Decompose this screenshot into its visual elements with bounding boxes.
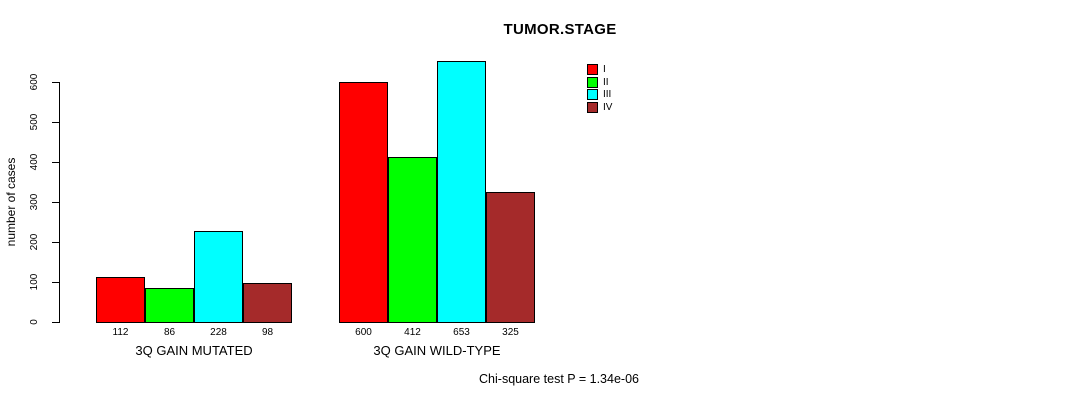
legend-swatch-icon (587, 89, 598, 101)
bar-III-mutated (194, 230, 243, 323)
y-tick-label: 500 (29, 113, 40, 131)
y-tick-mark (52, 122, 60, 123)
y-tick-label: 400 (29, 153, 40, 171)
legend-entry-II: II (587, 76, 609, 88)
legend-swatch-icon (587, 102, 598, 114)
legend-label: I (603, 64, 606, 75)
bar-value-label: 600 (355, 327, 372, 338)
y-tick-mark (52, 202, 60, 203)
y-axis-label: number of cases (4, 157, 18, 247)
bar-II-mutated (145, 287, 194, 323)
y-tick-label: 300 (29, 193, 40, 211)
y-tick-mark (52, 322, 60, 323)
bar-II-wild-type (388, 157, 437, 323)
bar-IV-wild-type (486, 192, 535, 323)
y-tick-mark (52, 162, 60, 163)
legend-entry-IV: IV (587, 102, 613, 114)
bar-value-label: 86 (163, 327, 176, 338)
bar-IV-mutated (243, 282, 292, 323)
bar-I-mutated (96, 277, 145, 323)
y-tick-mark (52, 242, 60, 243)
legend-label: III (603, 89, 612, 101)
bar-III-wild-type (437, 60, 486, 323)
category-label-mutated: 3Q GAIN MUTATED (135, 343, 253, 358)
y-tick-mark (52, 282, 60, 283)
legend-label: IV (603, 102, 613, 114)
y-tick-label: 200 (29, 233, 40, 251)
bar-value-label: 412 (404, 327, 421, 338)
legend-label: II (603, 76, 609, 88)
chart-title: TUMOR.STAGE (503, 21, 617, 38)
legend-entry-I: I (587, 64, 606, 75)
y-tick-label: 600 (29, 73, 40, 91)
bar-value-label: 98 (261, 327, 274, 338)
y-tick-mark (52, 82, 60, 83)
bar-value-label: 228 (210, 327, 227, 338)
bar-value-label: 653 (453, 327, 470, 338)
legend-swatch-icon (587, 76, 598, 88)
bar-value-label: 112 (112, 327, 129, 338)
bar-value-label: 325 (502, 327, 519, 338)
legend-swatch-icon (587, 64, 598, 75)
y-tick-label: 0 (29, 319, 40, 325)
bar-I-wild-type (339, 82, 388, 323)
chi-square-annotation: Chi-square test P = 1.34e-06 (479, 372, 639, 386)
category-label-wild-type: 3Q GAIN WILD-TYPE (373, 343, 501, 358)
legend-entry-III: III (587, 89, 612, 101)
y-tick-label: 100 (29, 273, 40, 291)
